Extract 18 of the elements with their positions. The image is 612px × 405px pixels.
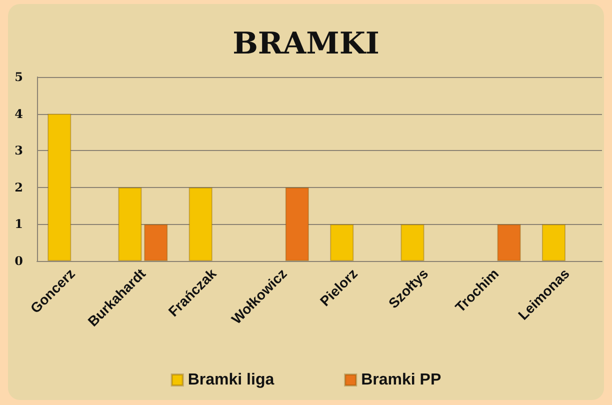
- y-tick-label: 5: [14, 70, 23, 84]
- y-tick-label: 2: [14, 180, 23, 194]
- y-tick-label: 3: [14, 144, 23, 158]
- bar: [144, 224, 168, 261]
- bar: [285, 187, 309, 261]
- y-tick-label: 4: [14, 106, 23, 121]
- chart-title: BRAMKI: [232, 26, 380, 62]
- bar: [400, 224, 424, 261]
- y-tick-label: 0: [14, 254, 23, 268]
- legend-label: Bramki PP: [361, 372, 442, 388]
- bar: [542, 224, 566, 261]
- bar: [497, 224, 521, 261]
- bar: [330, 224, 354, 261]
- legend-label: Bramki liga: [188, 372, 274, 388]
- bar: [188, 187, 212, 261]
- y-tick-label: 1: [14, 217, 23, 232]
- bar: [118, 187, 142, 261]
- bar: [48, 114, 72, 261]
